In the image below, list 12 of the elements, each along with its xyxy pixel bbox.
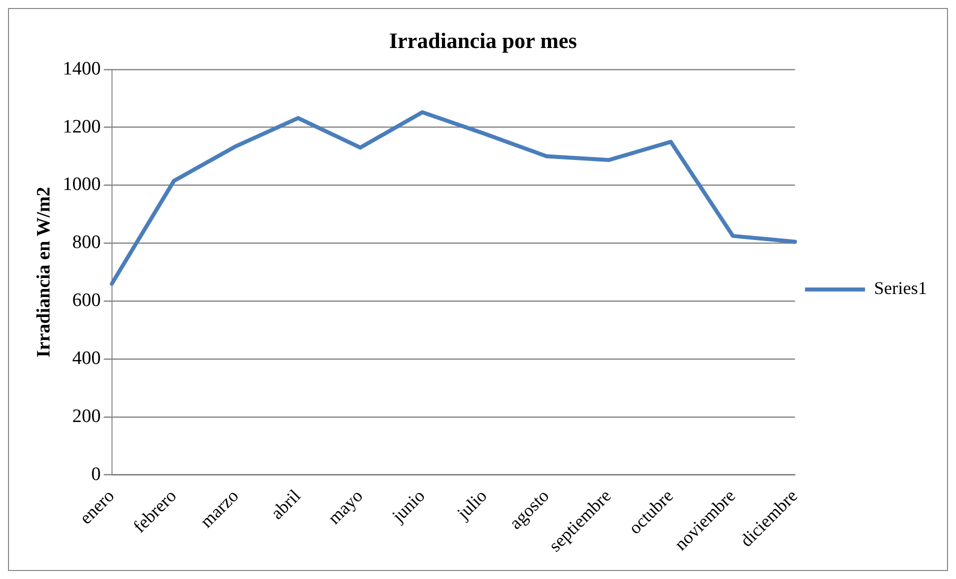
y-tick-label: 1200 — [62, 116, 101, 138]
chart-title: Irradiancia por mes — [389, 28, 578, 53]
legend-label: Series1 — [874, 278, 928, 298]
y-tick-label: 400 — [72, 348, 101, 370]
x-tick-label: abril — [266, 486, 304, 524]
y-axis-title: Irradiancia en W/m2 — [33, 186, 54, 358]
y-tick-label: 0 — [91, 464, 101, 485]
y-tick-label: 200 — [72, 406, 101, 427]
y-tick-label: 600 — [72, 290, 101, 312]
y-tick-label: 800 — [72, 232, 101, 254]
y-tick-label: 1000 — [62, 174, 101, 196]
y-tick-label: 1400 — [62, 58, 101, 80]
